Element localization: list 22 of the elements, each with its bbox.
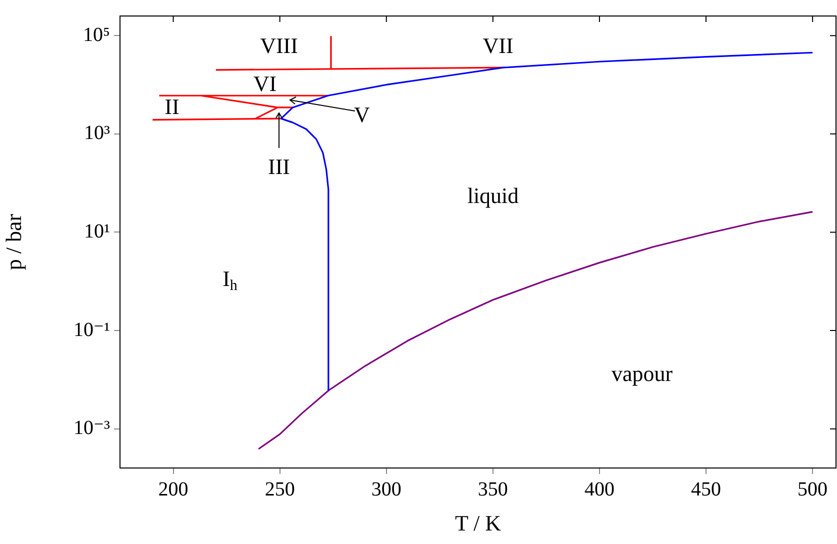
annotation: vapour [611, 360, 674, 386]
annotation: VII [482, 32, 514, 58]
x-tick-label: 300 [371, 478, 402, 500]
annotation: liquid [467, 182, 519, 208]
annotation: V [354, 102, 370, 127]
y-tick-label: 10¹ [84, 220, 110, 242]
x-tick-label: 250 [264, 478, 295, 500]
annotation: III [268, 154, 290, 179]
y-tick-label: 10⁵ [83, 24, 110, 46]
x-tick-label: 450 [691, 478, 722, 500]
y-tick-label: 10⁻³ [73, 417, 110, 440]
x-tick-label: 350 [478, 478, 508, 500]
x-tick-label: 400 [584, 478, 614, 500]
x-axis-title: T / K [454, 510, 502, 536]
y-axis-title: p / bar [0, 213, 26, 270]
annotation: VIII [260, 32, 298, 58]
y-tick-label: 10⁻¹ [73, 318, 110, 341]
annotation: II [164, 94, 180, 119]
x-tick-label: 500 [798, 478, 828, 500]
y-tick-label: 10³ [84, 122, 110, 144]
annotation: VI [253, 70, 277, 96]
x-tick-label: 200 [158, 478, 188, 500]
